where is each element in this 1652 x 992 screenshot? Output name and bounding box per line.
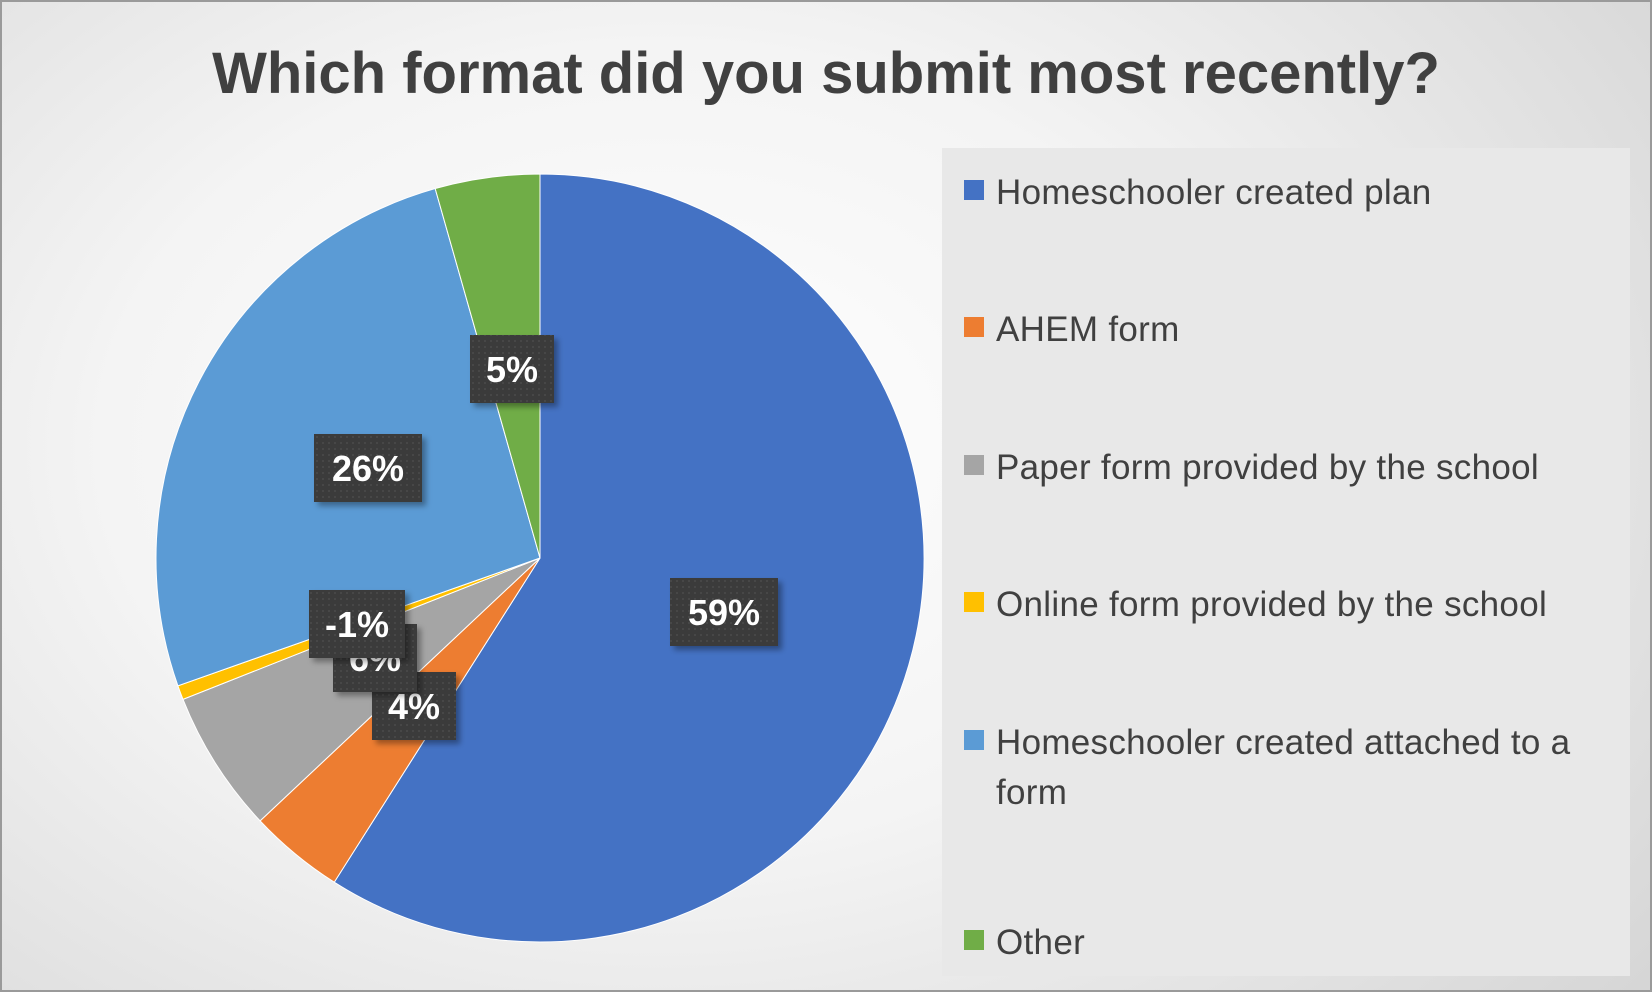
data-label: 26%: [314, 434, 422, 502]
data-label-text: 5%: [486, 349, 538, 390]
legend-label: Homeschooler created attached to a form: [996, 723, 1571, 812]
legend-item: Homeschooler created plan: [964, 168, 1604, 218]
legend-label: Homeschooler created plan: [996, 173, 1432, 212]
legend-item: Other: [964, 918, 1604, 968]
legend-label: Online form provided by the school: [996, 585, 1548, 624]
data-label: -1%: [309, 590, 405, 658]
data-label-text: 26%: [332, 448, 404, 489]
legend-item: Online form provided by the school: [964, 580, 1604, 630]
legend-swatch: [964, 455, 984, 475]
legend-swatch: [964, 180, 984, 200]
chart-title: Which format did you submit most recentl…: [212, 41, 1440, 106]
legend-swatch: [964, 930, 984, 950]
legend-item: AHEM form: [964, 305, 1604, 355]
legend-swatch: [964, 317, 984, 337]
data-label: 59%: [670, 578, 778, 646]
legend-label: AHEM form: [996, 310, 1180, 349]
data-label: 5%: [470, 335, 554, 403]
legend-swatch: [964, 730, 984, 750]
legend-label: Other: [996, 923, 1086, 962]
data-label-text: 4%: [388, 686, 440, 727]
data-label-text: -1%: [325, 604, 389, 645]
pie-slice: [333, 173, 925, 943]
legend-label: Paper form provided by the school: [996, 448, 1539, 487]
legend-swatch: [964, 592, 984, 612]
legend-item: Homeschooler created attached to a form: [964, 718, 1604, 818]
legend: Homeschooler created plan AHEM form Paper …: [942, 148, 1630, 976]
data-label-text: 59%: [688, 592, 760, 633]
legend-item: Paper form provided by the school: [964, 443, 1604, 493]
